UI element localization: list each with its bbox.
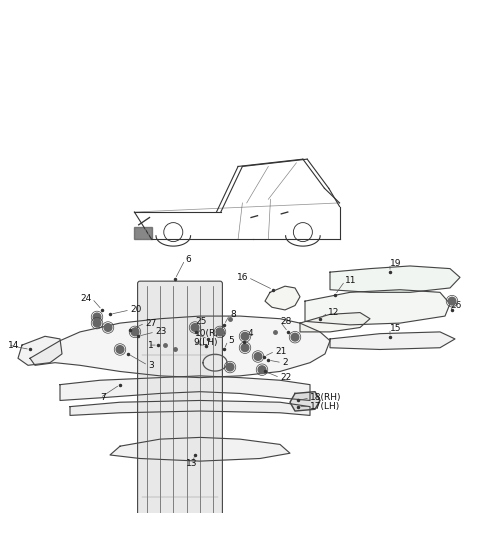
Text: 23: 23 [155, 328, 167, 336]
Polygon shape [330, 266, 460, 292]
Text: 2: 2 [282, 358, 288, 367]
Text: 1: 1 [148, 341, 154, 349]
Text: 15: 15 [390, 324, 401, 333]
Circle shape [241, 333, 249, 340]
Text: 5: 5 [228, 336, 234, 345]
Polygon shape [290, 391, 320, 411]
Text: 12: 12 [328, 308, 339, 317]
Polygon shape [134, 227, 152, 239]
Text: 9(LH): 9(LH) [193, 338, 217, 347]
Circle shape [254, 353, 262, 360]
Text: 3: 3 [148, 361, 154, 370]
Text: 18(RH): 18(RH) [310, 393, 341, 402]
Text: 4: 4 [248, 329, 253, 338]
Text: 21: 21 [275, 347, 287, 356]
Polygon shape [110, 437, 290, 461]
Text: 19: 19 [390, 259, 401, 268]
Text: 26: 26 [450, 301, 461, 310]
Text: 16: 16 [237, 273, 248, 282]
Text: 7: 7 [100, 393, 106, 402]
Text: 14: 14 [8, 341, 19, 349]
Circle shape [116, 346, 124, 353]
Text: 24: 24 [81, 294, 92, 303]
Text: 17(LH): 17(LH) [310, 402, 340, 411]
Circle shape [93, 319, 101, 327]
Polygon shape [305, 290, 450, 325]
Text: 25: 25 [195, 317, 206, 326]
Circle shape [93, 313, 101, 321]
Polygon shape [265, 286, 300, 310]
Text: 27: 27 [145, 319, 156, 328]
Circle shape [258, 366, 266, 373]
Polygon shape [18, 336, 62, 365]
Polygon shape [300, 312, 370, 332]
Polygon shape [70, 400, 310, 416]
Text: 13: 13 [186, 459, 198, 468]
Circle shape [131, 328, 139, 336]
Text: 11: 11 [345, 276, 357, 286]
Text: 20: 20 [130, 305, 142, 314]
Circle shape [291, 334, 299, 341]
Circle shape [241, 344, 249, 352]
Circle shape [104, 324, 112, 331]
FancyBboxPatch shape [138, 281, 222, 546]
Text: 8: 8 [230, 310, 236, 319]
Polygon shape [30, 316, 330, 378]
Polygon shape [60, 376, 310, 400]
Text: 6: 6 [185, 256, 191, 264]
Text: 10(RH): 10(RH) [195, 329, 227, 338]
Circle shape [216, 328, 224, 336]
Circle shape [448, 297, 456, 305]
Text: 22: 22 [280, 373, 291, 382]
Circle shape [226, 363, 234, 371]
Text: 28: 28 [280, 317, 291, 326]
Polygon shape [330, 332, 455, 349]
Circle shape [191, 324, 199, 331]
